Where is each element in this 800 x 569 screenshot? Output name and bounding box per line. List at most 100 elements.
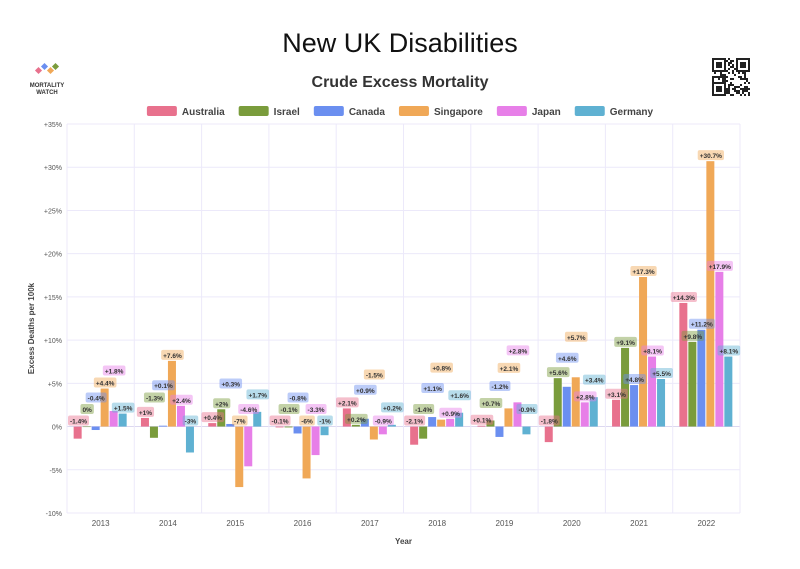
- data-label-japan-2021: +8.1%: [643, 349, 662, 356]
- data-label-japan-2014: +2.4%: [172, 398, 191, 405]
- data-label-bg: [143, 392, 165, 403]
- bar-singapore-2018: [437, 419, 446, 427]
- data-label-singapore-2022: +30.7%: [700, 153, 722, 160]
- data-label-bg: [439, 407, 462, 418]
- bar-germany-2015: [253, 411, 262, 427]
- bar-canada-2022: [697, 329, 706, 427]
- data-label-bg: [354, 384, 377, 395]
- legend-label-germany[interactable]: Germany: [610, 107, 654, 118]
- bar-japan-2016: [311, 426, 320, 456]
- bar-canada-2018: [428, 417, 437, 427]
- data-label-australia-2015: +0.4%: [203, 415, 222, 422]
- data-label-bg: [717, 345, 741, 356]
- data-label-bg: [421, 383, 444, 394]
- legend-label-japan[interactable]: Japan: [532, 107, 561, 118]
- legend-label-australia[interactable]: Australia: [182, 107, 225, 118]
- bar-canada-2016: [293, 426, 302, 434]
- data-label-bg: [470, 414, 494, 425]
- data-label-australia-2019: +0.1%: [473, 418, 492, 425]
- data-label-singapore-2019: +2.1%: [500, 366, 519, 373]
- data-label-canada-2013: -0.4%: [88, 396, 105, 403]
- bar-israel-2014: [149, 426, 158, 438]
- y-tick-label: +5%: [48, 381, 62, 388]
- bar-canada-2020: [562, 386, 571, 427]
- data-label-singapore-2018: +0.8%: [432, 366, 451, 373]
- data-label-japan-2022: +17.9%: [709, 264, 731, 271]
- page-title: New UK Disabilities: [282, 28, 518, 58]
- data-label-singapore-2020: +5.7%: [567, 335, 586, 342]
- bar-canada-2013: [91, 426, 100, 431]
- y-tick-label: +35%: [44, 122, 62, 129]
- data-label-singapore-2021: +17.3%: [632, 269, 654, 276]
- legend-label-canada[interactable]: Canada: [349, 107, 386, 118]
- bar-japan-2020: [580, 402, 589, 427]
- data-label-bg: [136, 406, 155, 417]
- legend-label-singapore[interactable]: Singapore: [434, 107, 483, 118]
- data-label-bg: [201, 412, 225, 423]
- x-tick-label: 2017: [361, 519, 379, 528]
- legend-swatch-israel: [238, 106, 269, 116]
- bar-australia-2017: [342, 408, 351, 427]
- data-label-bg: [345, 413, 368, 424]
- data-label-bg: [582, 374, 606, 385]
- data-label-bg: [299, 415, 315, 426]
- data-label-israel-2018: -1.4%: [415, 407, 432, 414]
- data-label-germany-2021: +5.5%: [652, 371, 671, 378]
- bar-germany-2019: [522, 426, 531, 435]
- data-label-bg: [93, 377, 117, 388]
- data-label-germany-2017: +0.2%: [383, 405, 402, 412]
- x-tick-label: 2015: [226, 519, 244, 528]
- data-label-canada-2020: +4.6%: [558, 356, 577, 363]
- data-label-israel-2021: +9.1%: [616, 340, 635, 347]
- logo-icon: [34, 62, 60, 75]
- data-label-bg: [681, 330, 705, 341]
- bar-australia-2014: [140, 417, 149, 427]
- bar-japan-2014: [176, 405, 185, 427]
- bar-australia-2022: [679, 302, 688, 427]
- bar-israel-2021: [621, 347, 630, 427]
- bar-singapore-2016: [302, 426, 311, 479]
- bar-japan-2021: [648, 356, 657, 427]
- legend-swatch-canada: [313, 106, 344, 116]
- data-label-israel-2019: +0.7%: [482, 401, 501, 408]
- bar-australia-2013: [73, 426, 82, 439]
- data-label-bg: [506, 345, 530, 356]
- data-label-japan-2018: +0.9%: [441, 411, 460, 418]
- data-label-bg: [161, 349, 184, 360]
- logo-line2: WATCH: [36, 90, 58, 96]
- data-label-israel-2022: +9.8%: [684, 334, 703, 341]
- y-tick-label: +25%: [44, 208, 62, 215]
- data-label-germany-2015: +1.7%: [248, 392, 267, 399]
- data-label-bg: [363, 369, 385, 380]
- legend-label-israel[interactable]: Israel: [274, 107, 300, 118]
- bar-israel-2013: [82, 426, 91, 428]
- data-label-israel-2014: -1.3%: [146, 396, 163, 403]
- bar-germany-2013: [118, 413, 127, 427]
- data-label-bg: [102, 365, 126, 376]
- legend-swatch-australia: [146, 106, 177, 116]
- bar-singapore-2013: [100, 388, 109, 427]
- x-tick-label: 2019: [496, 519, 514, 528]
- bar-australia-2020: [544, 426, 553, 443]
- data-label-bg: [317, 415, 333, 426]
- data-label-canada-2019: -1.2%: [491, 384, 508, 391]
- y-tick-label: 0%: [52, 425, 62, 432]
- data-label-bg: [489, 381, 511, 392]
- data-label-japan-2019: +2.8%: [509, 348, 528, 355]
- data-label-bg: [564, 331, 588, 342]
- bar-canada-2021: [630, 385, 639, 427]
- data-label-bg: [278, 404, 300, 415]
- bar-australia-2016: [275, 426, 284, 428]
- data-label-germany-2018: +1.6%: [450, 393, 469, 400]
- data-label-australia-2017: +2.1%: [338, 400, 357, 407]
- data-label-bg: [688, 318, 715, 329]
- data-label-bg: [670, 291, 697, 302]
- y-axis-label: Excess Deaths per 100k: [27, 282, 36, 374]
- data-label-australia-2016: -0.1%: [272, 419, 289, 426]
- data-label-japan-2017: -0.9%: [375, 419, 392, 426]
- x-tick-label: 2020: [563, 519, 581, 528]
- data-label-singapore-2013: +4.4%: [96, 381, 115, 388]
- legend-swatch-japan: [496, 106, 527, 116]
- bar-israel-2017: [351, 424, 360, 427]
- x-axis-label: Year: [395, 537, 412, 546]
